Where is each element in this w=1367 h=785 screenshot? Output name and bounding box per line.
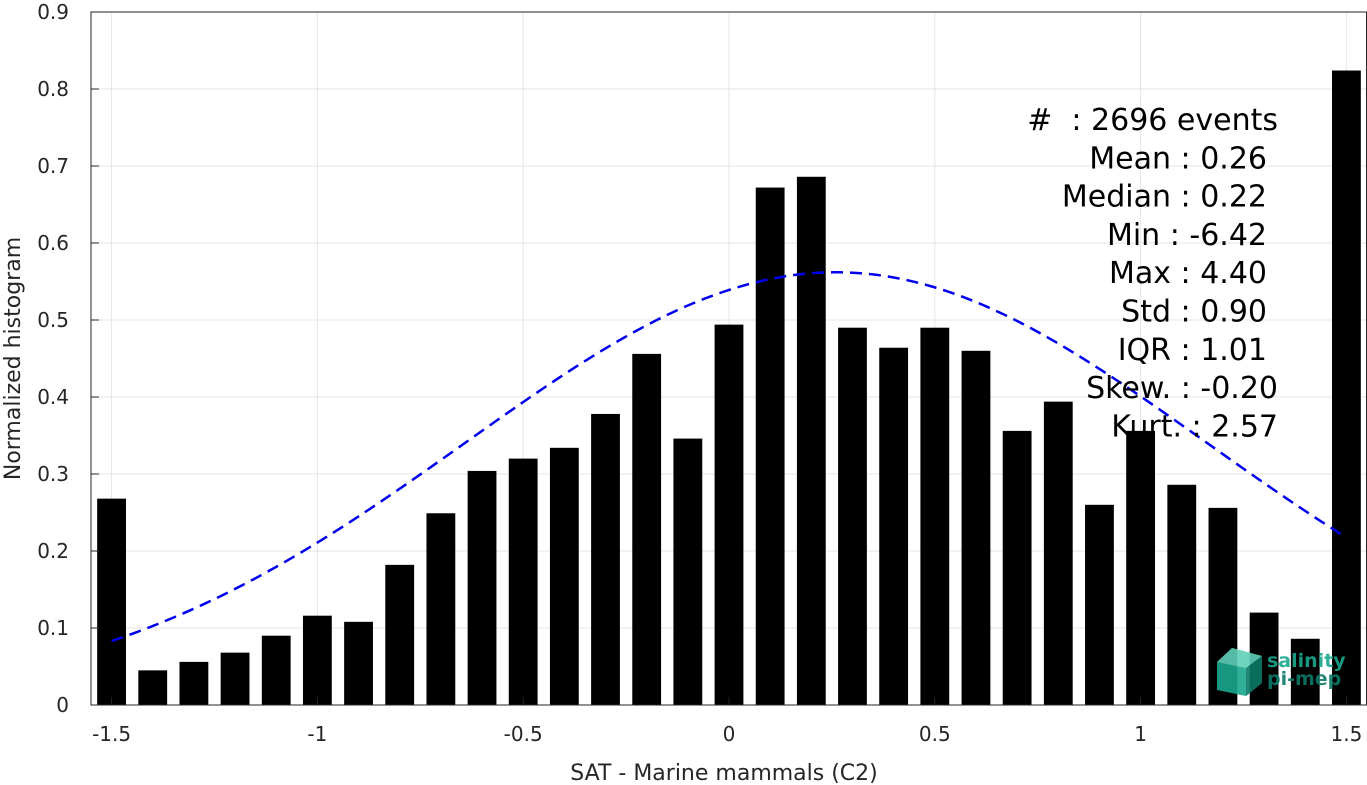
histogram-bar: [1085, 504, 1114, 705]
y-tick-label: 0.4: [37, 385, 69, 409]
x-axis-label: SAT - Marine mammals (C2): [570, 761, 878, 785]
histogram-bar: [961, 350, 991, 705]
histogram-bar: [591, 413, 620, 705]
histogram-bar: [220, 652, 250, 705]
stat-line: Kurt. : 2.57: [1111, 409, 1278, 444]
histogram-bar: [1002, 430, 1032, 705]
histogram-bar: [302, 615, 332, 705]
histogram-bar: [796, 176, 826, 705]
stat-line: Max : 4.40: [1109, 256, 1267, 291]
histogram-bar: [385, 564, 415, 705]
y-tick-label: 0.3: [37, 462, 69, 486]
stat-line: Mean : 0.26: [1089, 141, 1267, 176]
logo-line2: pi-mep: [1267, 668, 1341, 690]
logo-cube-side: [1246, 656, 1262, 696]
x-tick-label: 1.5: [1331, 722, 1363, 746]
y-axis-ticks: 0 0.1 0.2 0.3 0.4 0.5 0.6 0.7 0.8 0.9: [37, 0, 99, 717]
stat-line: Std : 0.90: [1121, 295, 1267, 330]
logo-cube-shade: [1217, 648, 1262, 668]
histogram-bar: [714, 324, 744, 705]
stat-line: IQR : 1.01: [1118, 333, 1267, 368]
x-tick-label: -1: [307, 722, 327, 746]
histogram-bar: [673, 438, 703, 705]
histogram-bar: [632, 353, 662, 705]
histogram-bar: [755, 187, 785, 705]
histogram-bar: [344, 621, 373, 705]
x-tick-label: -0.5: [504, 722, 543, 746]
salinity-pi-mep-logo: salinity pi-mep: [1217, 648, 1346, 696]
histogram-bar: [467, 470, 497, 705]
histogram-bar: [920, 327, 950, 705]
y-tick-label: 0.5: [37, 308, 69, 332]
histogram-bar: [1043, 401, 1073, 705]
histogram-bar: [97, 498, 126, 705]
y-tick-label: 0.2: [37, 539, 69, 563]
stat-line: # : 2696 events: [1027, 103, 1278, 138]
x-tick-label: 0: [723, 722, 736, 746]
histogram-bar: [138, 670, 168, 705]
y-axis-label: Normalized histogram: [1, 237, 26, 480]
normal-fit-curve: [111, 271, 1348, 643]
y-tick-label: 0.9: [37, 0, 69, 24]
y-tick-label: 0: [56, 693, 69, 717]
histogram-bar: [1290, 638, 1320, 705]
y-tick-label: 0.1: [37, 616, 69, 640]
histogram-bar: [879, 347, 909, 705]
x-axis-ticks: -1.5 -1 -0.5 0 0.5 1 1.5: [92, 697, 1362, 746]
histogram-bar: [1126, 430, 1156, 705]
x-tick-label: -1.5: [92, 722, 131, 746]
histogram-bar: [426, 513, 456, 705]
stat-line: Skew. : -0.20: [1086, 371, 1278, 406]
histogram-bar: [179, 661, 209, 705]
histogram-bar: [261, 635, 291, 705]
logo-line1: salinity: [1267, 650, 1346, 672]
x-tick-label: 1: [1134, 722, 1147, 746]
y-tick-label: 0.8: [37, 77, 69, 101]
stat-line: Median : 0.22: [1062, 180, 1267, 215]
histogram-bar: [838, 327, 867, 705]
histogram-bar: [1332, 70, 1361, 705]
stat-line: Min : -6.42: [1107, 218, 1267, 253]
y-tick-label: 0.6: [37, 231, 69, 255]
histogram-bar: [549, 447, 579, 705]
x-tick-label: 0.5: [919, 722, 951, 746]
bars: [97, 70, 1361, 705]
histogram-bar: [508, 458, 538, 705]
histogram-bar: [1167, 484, 1197, 705]
y-tick-label: 0.7: [37, 154, 69, 178]
